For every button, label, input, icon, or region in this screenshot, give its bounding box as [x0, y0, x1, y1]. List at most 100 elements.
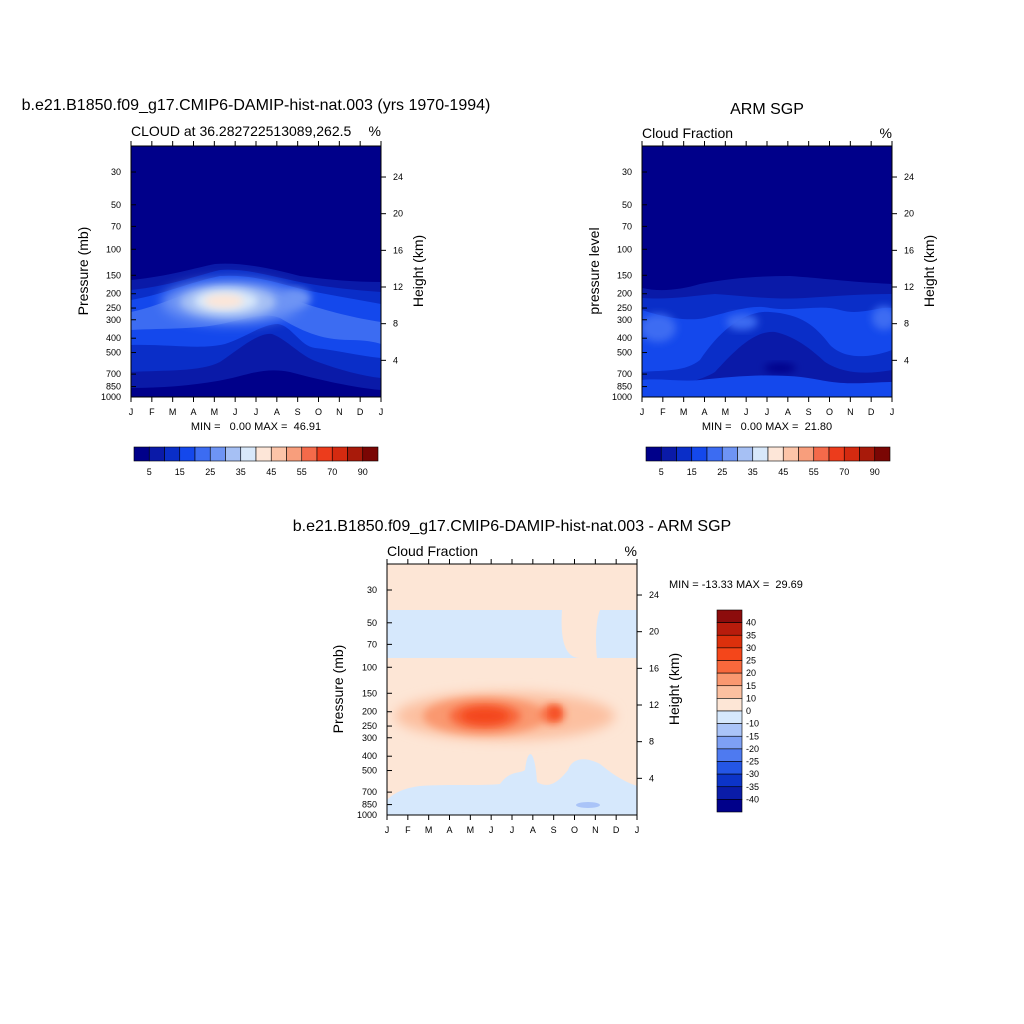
colorbar-bin-15 — [716, 799, 743, 813]
colorbar-label-12: -30 — [746, 769, 759, 779]
field-surface — [642, 375, 892, 397]
field-blob-core — [204, 294, 244, 308]
pressure-tick-label-3: 100 — [106, 244, 121, 254]
colorbar-bin-5 — [721, 446, 738, 462]
month-tick-label-9: O — [826, 407, 833, 417]
colorbar-bin-2 — [716, 634, 743, 649]
colorbar-bin-1 — [716, 622, 743, 636]
colorbar-bin-0 — [716, 609, 743, 623]
panel-diff-title: b.e21.B1850.f09_g17.CMIP6-DAMIP-hist-nat… — [293, 518, 731, 535]
panel-model-units: % — [369, 123, 381, 139]
panel-obs: ARM SGP Cloud Fraction % 30 50 70 100 150 200… — [586, 101, 937, 477]
colorbar-bin-12 — [716, 761, 743, 775]
colorbar-label-5: 55 — [809, 467, 819, 477]
colorbar-bin-6 — [225, 446, 242, 462]
month-tick-label-2: M — [680, 407, 688, 417]
field-left-patch — [642, 314, 676, 342]
colorbar-label-1: 15 — [175, 467, 185, 477]
pressure-tick-label-1: 50 — [367, 618, 377, 628]
pressure-tick-label-5: 200 — [362, 707, 377, 717]
pressure-tick-label-8: 400 — [617, 333, 632, 343]
panel-model-stats: MIN = 0.00 MAX = 46.91 — [191, 421, 321, 433]
colorbar-bin-13 — [843, 446, 860, 462]
pressure-tick-label-10: 700 — [617, 369, 632, 379]
field-center-patch — [726, 314, 758, 330]
colorbar-bin-6 — [716, 685, 743, 699]
pressure-tick-label-9: 500 — [617, 348, 632, 358]
pressure-tick-label-1: 50 — [111, 200, 121, 210]
pressure-tick-label-0: 30 — [367, 585, 377, 595]
panel-model-ylabel-right: Height (km) — [410, 235, 426, 307]
pressure-tick-label-6: 250 — [362, 721, 377, 731]
colorbar-bin-5 — [209, 446, 226, 462]
colorbar-label-9: -15 — [746, 731, 759, 741]
colorbar-bin-15 — [874, 446, 891, 462]
month-tick-label-2: M — [169, 407, 177, 417]
month-tick-label-5: J — [489, 825, 494, 835]
colorbar-label-2: 25 — [717, 467, 727, 477]
month-tick-label-3: A — [701, 407, 707, 417]
colorbar-bin-14 — [347, 446, 364, 462]
colorbar-bin-2 — [164, 446, 181, 462]
height-tick-label-4: 8 — [393, 319, 398, 329]
month-tick-label-4: M — [211, 407, 219, 417]
month-tick-label-11: D — [868, 407, 875, 417]
colorbar-bin-0 — [645, 446, 662, 462]
colorbar-label-1: 35 — [746, 630, 756, 640]
pressure-tick-label-6: 250 — [617, 303, 632, 313]
height-tick-label-4: 8 — [649, 737, 654, 747]
panel-obs-stats: MIN = 0.00 MAX = 21.80 — [702, 421, 832, 433]
colorbar-bin-12 — [828, 446, 845, 462]
month-tick-label-11: D — [613, 825, 620, 835]
month-tick-label-5: J — [233, 407, 238, 417]
month-tick-label-9: O — [315, 407, 322, 417]
pressure-tick-label-5: 200 — [106, 289, 121, 299]
month-tick-label-7: A — [274, 407, 280, 417]
pressure-tick-label-11: 850 — [617, 382, 632, 392]
month-tick-label-10: N — [336, 407, 343, 417]
pressure-tick-label-3: 100 — [617, 244, 632, 254]
month-tick-label-7: A — [785, 407, 791, 417]
panel-model-title: b.e21.B1850.f09_g17.CMIP6-DAMIP-hist-nat… — [22, 97, 491, 114]
colorbar-bin-5 — [716, 672, 743, 687]
pressure-tick-label-8: 400 — [106, 333, 121, 343]
panel-model-field — [131, 146, 381, 397]
month-tick-label-8: S — [806, 407, 812, 417]
panel-model: b.e21.B1850.f09_g17.CMIP6-DAMIP-hist-nat… — [22, 97, 491, 477]
colorbar-label-2: 25 — [205, 467, 215, 477]
pressure-tick-label-12: 1000 — [612, 392, 632, 402]
field-pos-side-core — [550, 707, 560, 719]
height-tick-label-5: 4 — [649, 773, 654, 783]
month-tick-label-4: M — [722, 407, 730, 417]
pressure-tick-label-6: 250 — [106, 303, 121, 313]
field-lower-neg-blue — [576, 802, 600, 808]
colorbar-label-8: -10 — [746, 719, 759, 729]
pressure-tick-label-2: 70 — [367, 639, 377, 649]
colorbar-bin-0 — [133, 446, 150, 462]
month-tick-label-11: D — [357, 407, 364, 417]
colorbar-bin-13 — [716, 773, 743, 788]
height-tick-label-2: 16 — [393, 245, 403, 255]
panel-diff-right-ticks: 24 20 16 12 8 4 — [637, 590, 659, 783]
panel-model-ylabel: Pressure (mb) — [75, 227, 91, 316]
panel-diff-units: % — [625, 543, 637, 559]
pressure-tick-label-4: 150 — [362, 688, 377, 698]
colorbar-bin-6 — [737, 446, 754, 462]
month-tick-label-12: J — [379, 407, 384, 417]
panel-obs-ylabel-right: Height (km) — [921, 235, 937, 307]
pressure-tick-label-7: 300 — [617, 315, 632, 325]
month-tick-label-1: F — [405, 825, 411, 835]
panel-obs-title: ARM SGP — [730, 101, 804, 118]
pressure-tick-label-3: 100 — [362, 662, 377, 672]
pressure-tick-label-12: 1000 — [101, 392, 121, 402]
pressure-tick-label-1: 50 — [622, 200, 632, 210]
height-tick-label-3: 12 — [904, 282, 914, 292]
pressure-tick-label-10: 700 — [106, 369, 121, 379]
month-tick-label-1: F — [149, 407, 155, 417]
month-tick-label-0: J — [129, 407, 134, 417]
month-tick-label-3: A — [446, 825, 452, 835]
colorbar-label-5: 55 — [297, 467, 307, 477]
month-tick-label-0: J — [385, 825, 390, 835]
